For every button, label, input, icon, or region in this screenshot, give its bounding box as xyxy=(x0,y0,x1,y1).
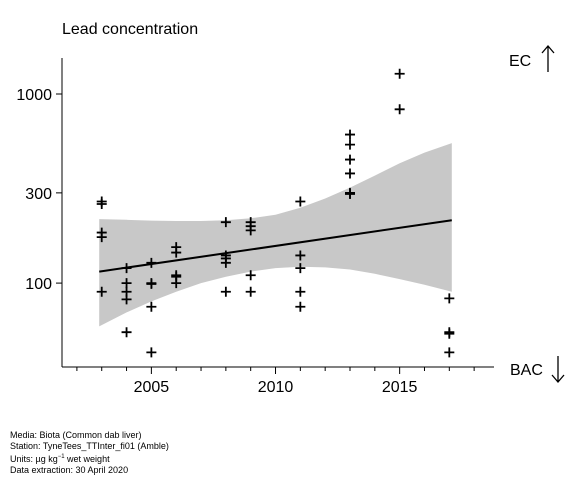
footer-units-exponent: −1 xyxy=(57,454,65,460)
chart-footer: Media: Biota (Common dab liver) Station:… xyxy=(10,430,169,476)
x-tick-label: 2010 xyxy=(258,379,294,396)
y-tick-label: 300 xyxy=(25,186,52,203)
footer-units-prefix: Units: µg kg xyxy=(10,454,58,464)
y-tick-label: 100 xyxy=(25,276,52,293)
data-point xyxy=(146,347,157,358)
data-point xyxy=(245,225,256,236)
data-point xyxy=(295,250,306,261)
data-point xyxy=(121,278,132,289)
data-point xyxy=(444,347,455,358)
data-point xyxy=(394,104,405,115)
data-point xyxy=(96,286,107,297)
data-point xyxy=(295,263,306,274)
confidence-band xyxy=(99,143,452,327)
data-point xyxy=(444,293,455,304)
y-tick-label: 1000 xyxy=(16,87,52,104)
footer-units: Units: µg kg−1 wet weight xyxy=(10,452,169,465)
data-point xyxy=(295,286,306,297)
data-point xyxy=(394,68,405,79)
data-point xyxy=(295,301,306,312)
x-tick-label: 2005 xyxy=(134,379,170,396)
ec-up-arrow-icon xyxy=(541,45,555,72)
data-point xyxy=(295,196,306,207)
data-point xyxy=(171,247,182,258)
chart-title: Lead concentration xyxy=(62,21,198,38)
data-point xyxy=(345,188,355,199)
bac-label: BAC xyxy=(510,362,543,379)
data-point xyxy=(345,139,355,150)
data-point xyxy=(146,278,157,289)
footer-media: Media: Biota (Common dab liver) xyxy=(10,430,142,440)
data-point xyxy=(245,286,256,297)
footer-extraction: Data extraction: 30 April 2020 xyxy=(10,465,129,475)
ec-label: EC xyxy=(509,53,531,70)
chart: Lead concentration 100 300 1000 2005 2010 2015… xyxy=(16,21,565,396)
data-point xyxy=(121,263,132,274)
bac-down-arrow-icon xyxy=(551,356,565,383)
data-point xyxy=(220,217,231,228)
footer-units-suffix: wet weight xyxy=(64,454,110,464)
data-point xyxy=(220,257,231,268)
data-point xyxy=(96,196,107,207)
data-point xyxy=(121,294,132,305)
x-tick-label: 2015 xyxy=(382,379,418,396)
data-point xyxy=(345,154,355,165)
data-point xyxy=(245,270,256,281)
data-point xyxy=(444,328,455,339)
footer-station: Station: TyneTees_TTInter_fi01 (Amble) xyxy=(10,441,169,451)
trend-line xyxy=(99,219,452,273)
data-point xyxy=(146,301,157,312)
data-point xyxy=(345,129,355,140)
data-point xyxy=(171,278,182,289)
data-point xyxy=(345,168,355,179)
data-point xyxy=(220,286,231,297)
data-point xyxy=(146,257,157,268)
data-point xyxy=(96,227,107,238)
data-point xyxy=(121,327,132,338)
